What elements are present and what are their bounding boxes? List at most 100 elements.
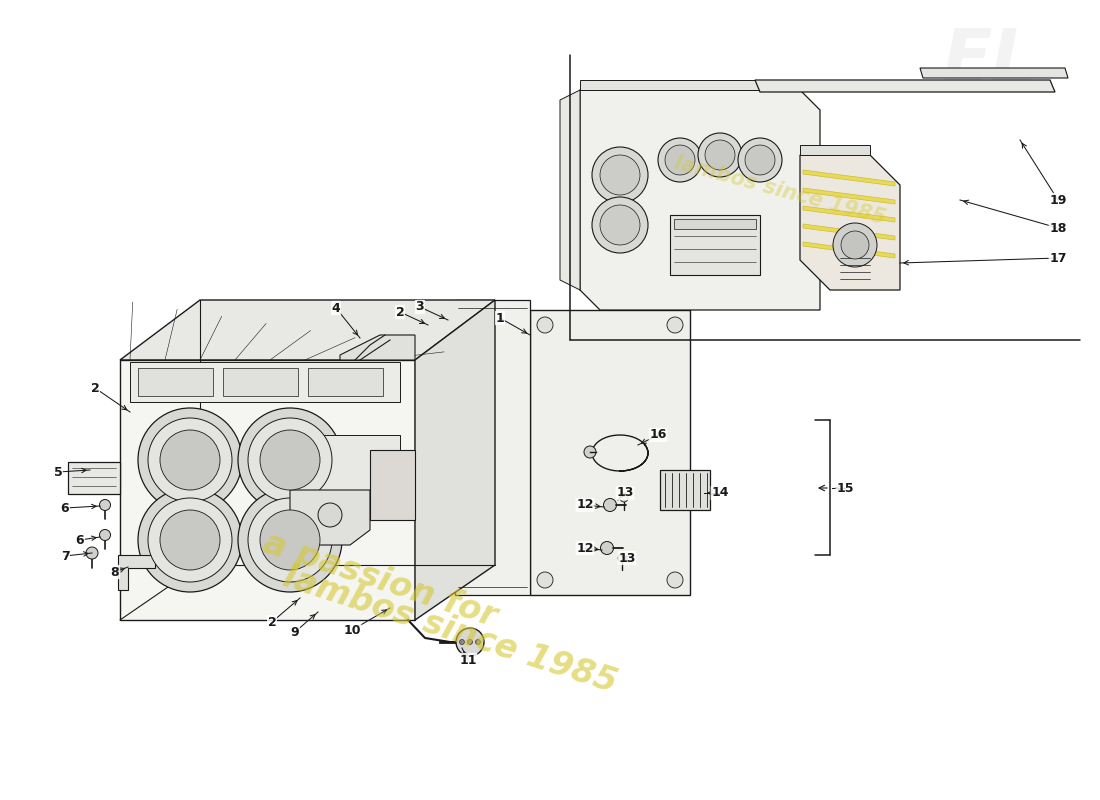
Circle shape <box>601 542 614 554</box>
Text: lambos since 1985: lambos since 1985 <box>279 560 621 700</box>
Text: 11: 11 <box>460 654 476 666</box>
Polygon shape <box>803 188 895 204</box>
Bar <box>308 368 383 396</box>
Circle shape <box>738 138 782 182</box>
Circle shape <box>592 147 648 203</box>
Text: a passion for: a passion for <box>258 526 502 634</box>
Circle shape <box>148 418 232 502</box>
Text: 15: 15 <box>836 482 854 494</box>
Polygon shape <box>340 335 415 360</box>
Polygon shape <box>120 300 495 360</box>
Circle shape <box>537 317 553 333</box>
Circle shape <box>238 488 342 592</box>
Circle shape <box>148 498 232 582</box>
Polygon shape <box>800 145 870 155</box>
Polygon shape <box>560 90 580 290</box>
Circle shape <box>260 430 320 490</box>
Circle shape <box>600 205 640 245</box>
Polygon shape <box>920 68 1068 78</box>
Text: 18: 18 <box>1049 222 1067 234</box>
Text: 5: 5 <box>54 466 63 478</box>
Bar <box>674 219 756 229</box>
Circle shape <box>99 499 110 510</box>
Circle shape <box>475 639 481 645</box>
Circle shape <box>667 572 683 588</box>
Text: 6: 6 <box>76 534 85 546</box>
Circle shape <box>833 223 877 267</box>
Circle shape <box>620 494 628 502</box>
Polygon shape <box>803 224 895 240</box>
Text: EL: EL <box>943 26 1037 94</box>
Circle shape <box>138 488 242 592</box>
Circle shape <box>604 498 616 511</box>
Text: 16: 16 <box>649 429 667 442</box>
Polygon shape <box>310 435 400 495</box>
Polygon shape <box>120 360 415 620</box>
Circle shape <box>238 408 342 512</box>
Circle shape <box>842 231 869 259</box>
Text: 4: 4 <box>331 302 340 314</box>
Polygon shape <box>455 300 530 595</box>
Text: 2: 2 <box>267 615 276 629</box>
Text: 7: 7 <box>60 550 69 562</box>
Bar <box>130 362 400 402</box>
Circle shape <box>537 572 553 588</box>
Circle shape <box>460 639 464 645</box>
Text: 1: 1 <box>496 311 505 325</box>
Circle shape <box>160 430 220 490</box>
Text: 13: 13 <box>616 486 634 499</box>
Circle shape <box>698 133 742 177</box>
Text: 6: 6 <box>60 502 69 514</box>
Text: 14: 14 <box>712 486 728 499</box>
Circle shape <box>705 140 735 170</box>
Text: 12: 12 <box>576 498 594 511</box>
Circle shape <box>584 446 596 458</box>
Polygon shape <box>290 490 370 545</box>
Text: 2: 2 <box>90 382 99 394</box>
Text: 9: 9 <box>290 626 299 638</box>
Polygon shape <box>755 80 1055 92</box>
Circle shape <box>138 408 242 512</box>
Bar <box>670 215 760 275</box>
Text: 12: 12 <box>576 542 594 554</box>
Text: lambos since 1985: lambos since 1985 <box>672 152 888 228</box>
Circle shape <box>456 628 484 656</box>
Circle shape <box>468 639 473 645</box>
Text: 17: 17 <box>1049 251 1067 265</box>
Circle shape <box>86 547 98 559</box>
Polygon shape <box>803 170 895 186</box>
Circle shape <box>667 317 683 333</box>
Circle shape <box>618 554 626 562</box>
Circle shape <box>745 145 776 175</box>
Bar <box>68 462 120 494</box>
Text: 10: 10 <box>343 623 361 637</box>
Circle shape <box>658 138 702 182</box>
Text: 3: 3 <box>416 301 425 314</box>
Polygon shape <box>118 555 155 590</box>
Circle shape <box>248 498 332 582</box>
Polygon shape <box>580 90 820 310</box>
Circle shape <box>248 418 332 502</box>
Polygon shape <box>530 310 690 595</box>
Polygon shape <box>660 470 710 510</box>
Circle shape <box>600 155 640 195</box>
Polygon shape <box>418 305 455 590</box>
Bar <box>138 368 213 396</box>
Polygon shape <box>803 242 895 258</box>
Circle shape <box>160 510 220 570</box>
Polygon shape <box>370 450 415 520</box>
Polygon shape <box>800 155 900 290</box>
Circle shape <box>318 503 342 527</box>
Circle shape <box>99 530 110 541</box>
Text: 19: 19 <box>1049 194 1067 206</box>
Polygon shape <box>415 300 495 620</box>
Circle shape <box>592 197 648 253</box>
Circle shape <box>666 145 695 175</box>
Polygon shape <box>580 80 820 90</box>
Polygon shape <box>803 206 895 222</box>
Text: 2: 2 <box>396 306 405 318</box>
Bar <box>223 368 298 396</box>
Text: 13: 13 <box>618 551 636 565</box>
Circle shape <box>260 510 320 570</box>
Text: 8: 8 <box>111 566 119 578</box>
